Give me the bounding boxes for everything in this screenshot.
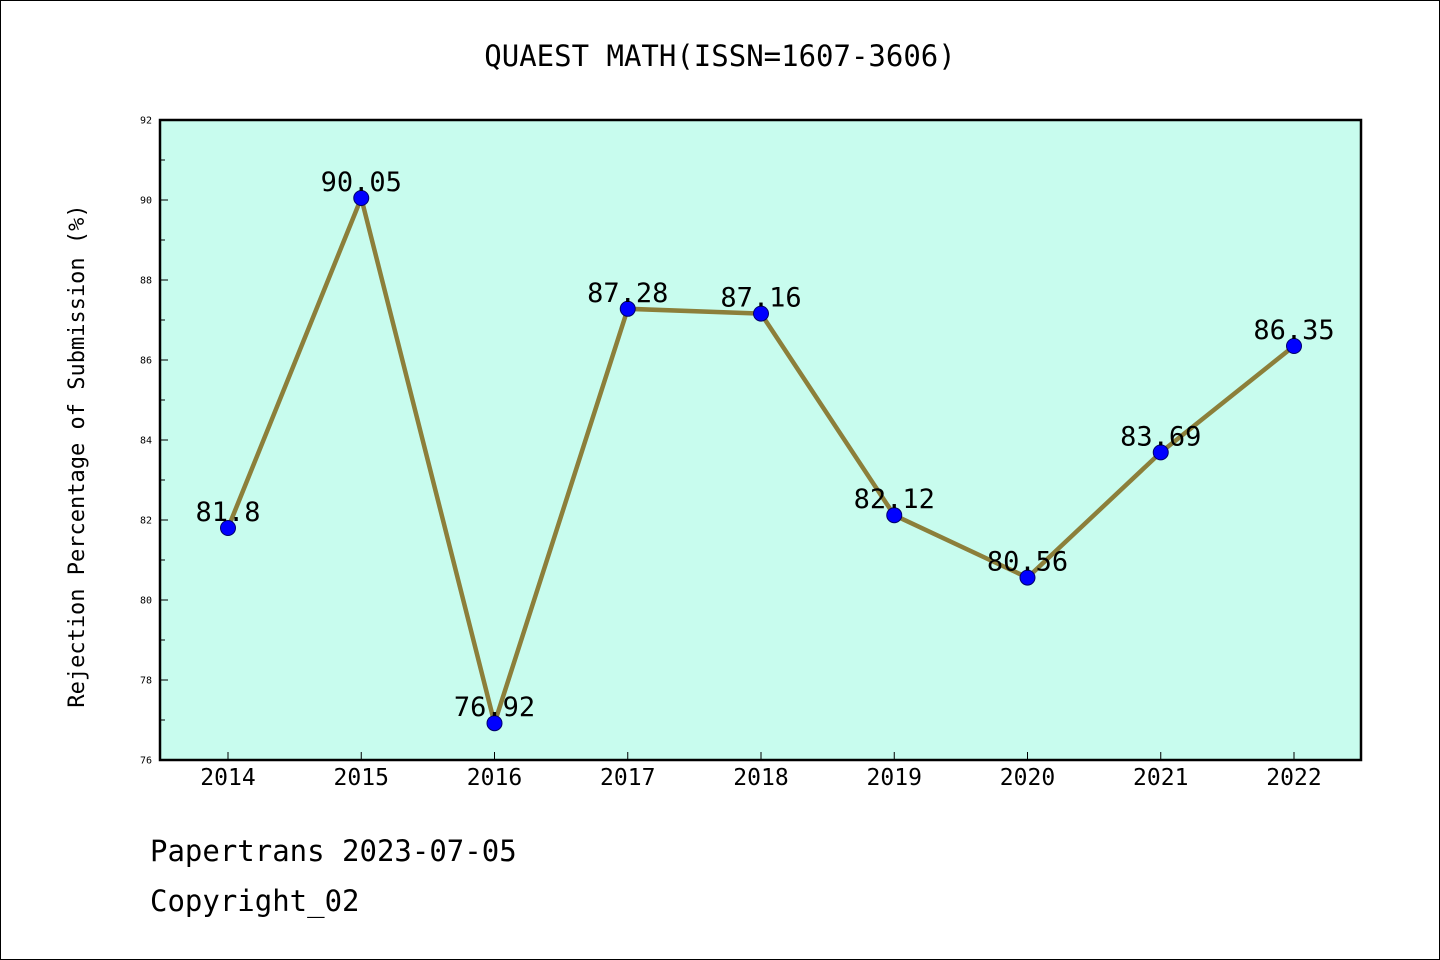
footer-copyright-text: Copyright_02 <box>150 884 360 918</box>
plot-area <box>158 118 1363 762</box>
data-point <box>753 305 769 322</box>
data-label: 82.12 <box>854 484 935 515</box>
data-label: 83.69 <box>1120 421 1201 452</box>
x-tick-label: 2016 <box>467 765 522 791</box>
data-point <box>1152 444 1169 461</box>
x-tick-label: 2018 <box>733 765 788 791</box>
x-tick-label: 2015 <box>334 765 389 791</box>
footer-date-text: Papertrans 2023-07-05 <box>150 834 517 868</box>
y-tick-label: 76 <box>140 756 152 767</box>
y-tick-label: 90 <box>140 196 152 207</box>
y-axis: 76 78 80 82 84 86 88 90 92 <box>140 116 168 767</box>
x-tick-label: 2022 <box>1266 765 1321 791</box>
x-tick-label: 2017 <box>600 765 655 791</box>
data-point <box>886 507 903 524</box>
y-tick-label: 82 <box>140 516 152 527</box>
data-point <box>1286 338 1302 354</box>
x-tick-label: 2021 <box>1133 765 1188 791</box>
y-tick-label: 80 <box>140 596 152 607</box>
data-label: 87.16 <box>720 283 801 314</box>
data-label: 90.05 <box>321 167 402 198</box>
x-axis: 2014 2015 2016 2017 2018 2019 2020 2021 2022 <box>200 752 1322 791</box>
y-tick-label: 86 <box>140 356 152 367</box>
data-label: 87.28 <box>587 278 668 309</box>
data-point <box>1019 569 1036 586</box>
data-point <box>353 190 370 206</box>
x-tick-label: 2019 <box>867 765 922 791</box>
x-tick-label: 2014 <box>200 765 255 791</box>
data-label: 81.8 <box>195 497 260 528</box>
y-tick-label: 78 <box>140 676 152 687</box>
series-group: 81.8 90.05 76.92 87.28 87.16 82.12 80.56 83.69 8… <box>195 167 1335 732</box>
chart-title: QUAEST MATH(ISSN=1607-3606) <box>484 39 955 73</box>
data-point <box>619 300 636 317</box>
y-tick-label: 84 <box>140 436 152 447</box>
y-tick-label: 92 <box>140 116 152 127</box>
x-tick-label: 2020 <box>1000 765 1055 791</box>
data-label: 76.92 <box>454 692 535 723</box>
data-point <box>220 520 236 536</box>
data-point <box>486 715 503 732</box>
y-axis-label: Rejection Percentage of Submission (%) <box>65 204 90 707</box>
data-label: 80.56 <box>987 547 1068 578</box>
data-label: 86.35 <box>1253 315 1334 346</box>
y-tick-label: 88 <box>140 276 152 287</box>
